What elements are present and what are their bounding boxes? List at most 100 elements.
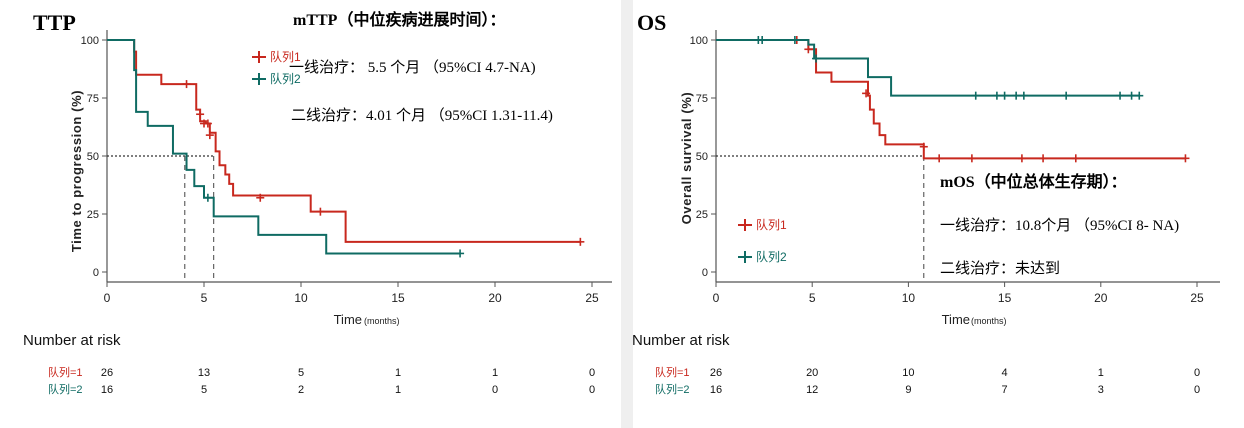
- os-ytick-label: 25: [696, 209, 708, 221]
- os-series-2-censor-mark: [971, 91, 980, 100]
- ttp-legend-label-1: 队列1: [270, 49, 301, 64]
- os-series-2-censor-mark: [790, 36, 799, 44]
- ttp-series-2-censor-mark: [456, 249, 465, 258]
- os-risk-label-2: 队列=2: [655, 382, 690, 396]
- os-risk-title: Number at risk: [632, 332, 730, 349]
- os-series-1-curve: [716, 39, 1186, 160]
- ttp-xtick-label: 25: [585, 291, 599, 305]
- os-ytick-label: 75: [696, 93, 708, 105]
- ttp-x-label-units: (months): [364, 316, 400, 326]
- ttp-series-1-censor-mark: [203, 119, 212, 128]
- os-series-2-censor-mark: [1062, 91, 1071, 100]
- os-risk-value: 3: [1098, 384, 1104, 396]
- panel-divider: [621, 0, 633, 428]
- os-risk-value: 10: [902, 367, 914, 379]
- os-ytick-label: 50: [696, 151, 708, 163]
- os-risk-label-1: 队列=1: [655, 365, 690, 379]
- ttp-xtick-label: 20: [488, 291, 502, 305]
- ttp-xtick-label: 5: [201, 291, 208, 305]
- ttp-ticks: 0 5 10 15 20 25 0 25 50 75 100: [81, 35, 599, 305]
- os-risk-value: 4: [1002, 367, 1008, 379]
- os-series-2-censor-mark: [992, 91, 1001, 100]
- os-series-2-censor-mark: [1127, 91, 1136, 100]
- os-legend: 队列1 队列2: [738, 217, 787, 264]
- os-curves: [716, 36, 1190, 163]
- ttp-annotation-line1: 一线治疗： 5.5 个月 （95%CI 4.7-NA): [289, 59, 536, 76]
- os-risk-value: 7: [1002, 384, 1008, 396]
- ttp-risk-value: 13: [198, 367, 210, 379]
- ttp-series-1-censor-mark: [316, 207, 325, 216]
- os-y-label: Overall survival (%): [679, 92, 694, 225]
- os-median-lines: [716, 155, 925, 282]
- os-risk-value: 1: [1098, 367, 1104, 379]
- os-risk-value: 0: [1194, 384, 1200, 396]
- ttp-risk-value: 1: [395, 384, 401, 396]
- ttp-ytick-label: 50: [87, 151, 99, 163]
- os-series-2-censor-mark: [812, 54, 821, 63]
- os-series-1-censor-mark: [967, 154, 976, 163]
- os-risk-value: 0: [1194, 367, 1200, 379]
- ttp-annotation-line2: 二线治疗：4.01 个月 （95%CI 1.31-11.4): [291, 107, 553, 124]
- ttp-xtick-label: 10: [294, 291, 308, 305]
- ttp-risk-value: 5: [201, 384, 207, 396]
- ttp-median-lines: [107, 155, 215, 282]
- os-series-2-censor-mark: [758, 36, 767, 44]
- ttp-ytick-label: 0: [93, 267, 99, 279]
- ttp-series-1-censor-mark: [205, 131, 214, 140]
- os-series-1-censor-mark: [1181, 154, 1190, 163]
- os-xtick-label: 5: [809, 291, 816, 305]
- os-risk-value: 20: [806, 367, 818, 379]
- os-ytick-label: 100: [690, 35, 708, 47]
- ttp-series-1-censor-mark: [576, 237, 585, 246]
- ttp-title: TTP: [33, 10, 76, 35]
- os-series-2-curve: [716, 39, 1140, 97]
- ttp-risk-value: 5: [298, 367, 304, 379]
- os-legend-item-1: 队列1: [738, 217, 787, 232]
- ttp-risk-values: 26 13 5 1 1 0 16 5 2 1 0 0: [101, 367, 595, 396]
- os-series-1-censor-mark: [1071, 154, 1080, 163]
- os-xtick-label: 0: [713, 291, 720, 305]
- ttp-risk-value: 2: [298, 384, 304, 396]
- ttp-y-label: Time to progression (%): [69, 90, 84, 252]
- ttp-ytick-label: 75: [87, 93, 99, 105]
- ttp-legend-label-2: 队列2: [270, 71, 301, 86]
- os-legend-label-2: 队列2: [756, 249, 787, 264]
- os-risk-values: 26 20 10 4 1 016 12 9 7 3 0: [710, 367, 1200, 396]
- os-series-1-censor-mark: [935, 154, 944, 163]
- ttp-risk-value: 1: [492, 367, 498, 379]
- os-series-2-censor-mark: [1012, 91, 1021, 100]
- os-annotation-heading: mOS（中位总体生存期）：: [940, 172, 1127, 191]
- os-legend-item-2: 队列2: [738, 249, 787, 264]
- ttp-risk-title: Number at risk: [23, 332, 121, 349]
- ttp-legend: 队列1 队列2: [252, 49, 301, 86]
- ttp-legend-item-1: 队列1: [252, 49, 301, 64]
- ttp-risk-value: 26: [101, 367, 113, 379]
- ttp-xtick-label: 15: [391, 291, 405, 305]
- ttp-x-label: Time: [334, 312, 362, 327]
- ttp-risk-value: 16: [101, 384, 113, 396]
- os-xtick-label: 20: [1094, 291, 1108, 305]
- os-risk-value: 16: [710, 384, 722, 396]
- os-ytick-label: 0: [702, 267, 708, 279]
- os-risk-value: 12: [806, 384, 818, 396]
- os-series-2-censor-mark: [1116, 91, 1125, 100]
- os-series-1-censor-mark: [862, 89, 871, 98]
- os-series-1-censor-mark: [919, 142, 928, 151]
- os-risk-value: 26: [710, 367, 722, 379]
- os-series-2-censor-mark: [1019, 91, 1028, 100]
- ttp-series-1-censor-mark: [256, 193, 265, 202]
- ttp-legend-item-2: 队列2: [252, 71, 301, 86]
- ttp-curves: [107, 39, 585, 258]
- ttp-series-2-censor-mark: [203, 193, 212, 202]
- ttp-series-1-censor-mark: [196, 110, 205, 119]
- os-series-2-censor-mark: [1135, 91, 1144, 100]
- os-series-1-censor-mark: [804, 45, 813, 54]
- os-xtick-label: 10: [902, 291, 916, 305]
- ttp-risk-label-2: 队列=2: [48, 382, 83, 396]
- ttp-risk-value: 0: [589, 367, 595, 379]
- os-xtick-label: 25: [1190, 291, 1204, 305]
- os-annotation-line2: 二线治疗：未达到: [940, 260, 1060, 277]
